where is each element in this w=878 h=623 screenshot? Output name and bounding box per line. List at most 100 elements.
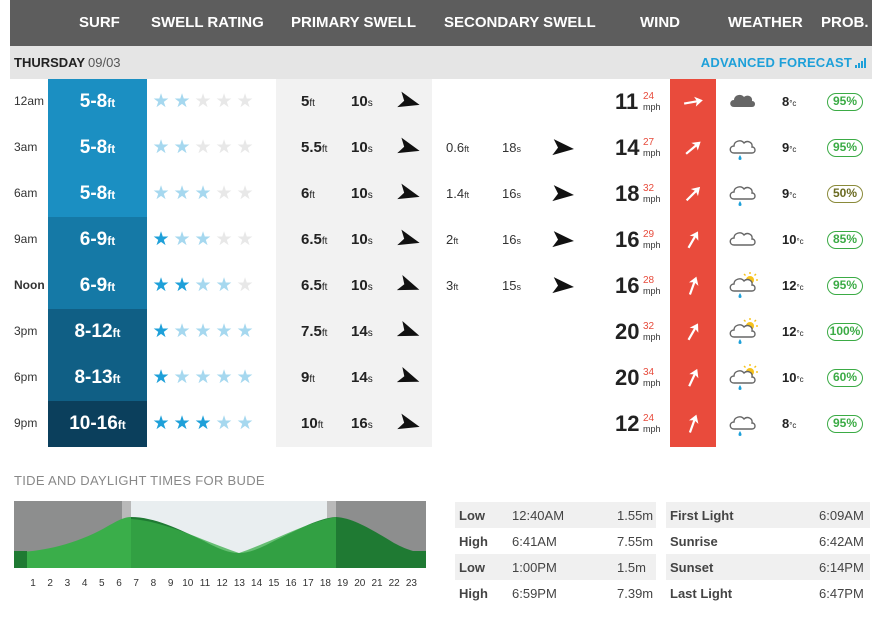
tide-hour-label: 13: [233, 578, 245, 589]
swell-rating-stars: ★ ★ ★ ★ ★: [151, 414, 256, 434]
col-weather: WEATHER: [728, 14, 803, 31]
wind-speed: 20: [615, 365, 640, 390]
day-name: THURSDAY: [14, 55, 86, 70]
temperature: 10°c: [782, 232, 804, 247]
forecast-header: SURF SWELL RATING PRIMARY SWELL SECONDAR…: [10, 0, 872, 46]
temperature: 8°c: [782, 416, 797, 431]
swell-rating-stars: ★ ★ ★ ★ ★: [151, 92, 256, 112]
weather-cell: [726, 87, 760, 117]
tide-curve-light: [131, 517, 336, 568]
wind-gust: 29 mph: [643, 229, 661, 251]
star-icon: ★: [236, 183, 254, 204]
swell-direction-icon: [552, 277, 574, 294]
tide-hour-label: 20: [354, 578, 366, 589]
wind-direction-cell: [670, 217, 716, 263]
tide-curve-day: [14, 517, 131, 568]
signal-bars-icon: [855, 58, 866, 68]
star-icon: ★: [215, 367, 233, 388]
daylight-label: Sunset: [670, 560, 714, 575]
primary-swell-arrow: [396, 366, 421, 390]
advanced-forecast-link[interactable]: ADVANCED FORECAST: [701, 55, 866, 70]
wind-gust-value: 27: [643, 137, 655, 148]
wind-direction-icon: [687, 323, 699, 341]
tide-row-bg: [455, 580, 656, 606]
temperature: 10°c: [782, 370, 804, 385]
probability-badge: 95%: [827, 277, 863, 295]
tide-time: 1:00PM: [512, 560, 557, 575]
wind-unit: mph: [643, 148, 661, 158]
wind-unit: mph: [643, 332, 661, 342]
wind-direction-cell: [670, 401, 716, 447]
forecast-row: 6am 5-8ft ★ ★ ★ ★ ★ 6ft 10s 1.4ft 16s 18 32 mph 9°c 50%: [10, 171, 872, 217]
wind-gust-value: 28: [643, 275, 655, 286]
star-icon: ★: [152, 413, 170, 434]
surf-height: 5-8ft: [79, 183, 116, 204]
row-time: 6am: [14, 186, 38, 200]
primary-swell-period: 16s: [351, 415, 373, 432]
star-icon: ★: [236, 367, 254, 388]
secondary-swell-period: 16s: [502, 232, 521, 247]
wind-arrow: [681, 228, 705, 252]
star-icon: ★: [173, 321, 191, 342]
wind-gust: 27 mph: [643, 137, 661, 159]
primary-swell-arrow: [397, 228, 421, 252]
primary-swell-height: 6.5ft: [301, 277, 328, 294]
wind-speed: 16: [615, 227, 640, 252]
primary-swell-arrow: [396, 274, 421, 298]
secondary-swell-arrow: [551, 228, 575, 252]
day-bar: THURSDAY 09/03 ADVANCED FORECAST: [10, 46, 872, 79]
wind-unit: mph: [643, 240, 661, 250]
tide-hour-label: 10: [182, 578, 194, 589]
wind-direction-icon: [683, 96, 703, 107]
star-icon: ★: [152, 183, 170, 204]
star-icon: ★: [236, 229, 254, 250]
star-icon: ★: [236, 275, 254, 296]
swell-direction-icon: [552, 139, 574, 156]
surf-height-cell: 8-12ft: [48, 309, 147, 355]
wind-unit: mph: [643, 102, 661, 112]
probability-badge: 95%: [827, 93, 863, 111]
tide-hour-label: 11: [199, 578, 211, 589]
star-icon: ★: [194, 275, 212, 296]
wind-gust-value: 29: [643, 229, 655, 240]
primary-swell-height: 6ft: [301, 185, 315, 202]
tide-low-start: [14, 551, 27, 568]
daylight-label: Last Light: [670, 586, 733, 601]
wind-gust: 32 mph: [643, 184, 661, 205]
wind-gust: 32 mph: [643, 322, 661, 343]
daylight-time: 6:09AM: [819, 508, 864, 523]
secondary-swell-arrow: [551, 274, 575, 298]
wind-speed: 20: [615, 319, 640, 344]
weather-cell: [726, 363, 760, 393]
tide-time: 6:41AM: [512, 534, 557, 549]
wind-gust: 34 mph: [643, 368, 661, 389]
row-time: Noon: [14, 278, 45, 292]
tide-hour-label: 8: [150, 578, 157, 589]
star-icon: ★: [236, 321, 254, 342]
tide-height: 7.55m: [617, 534, 654, 549]
star-icon: ★: [173, 229, 191, 250]
daylight-time: 6:42AM: [819, 534, 864, 549]
wind-direction-cell: [670, 171, 716, 217]
swell-direction-icon: [397, 183, 420, 200]
surf-height-cell: 6-9ft: [48, 217, 147, 263]
wind-direction-cell: [670, 355, 716, 401]
surf-height: 5-8ft: [79, 137, 116, 158]
wind-direction-cell: [670, 309, 716, 355]
star-icon: ★: [215, 229, 233, 250]
tide-row-bg: [455, 528, 656, 554]
cloud-outline-icon: [729, 232, 756, 246]
col-primary-swell: PRIMARY SWELL: [291, 14, 417, 31]
surf-height-cell: 8-13ft: [48, 355, 147, 401]
surf-height-cell: 5-8ft: [48, 125, 147, 171]
cloud-rain-icon: [729, 140, 756, 160]
swell-rating-stars: ★ ★ ★ ★ ★: [151, 322, 256, 342]
swell-direction-icon: [396, 275, 420, 291]
star-icon: ★: [215, 275, 233, 296]
tide-hour-label: 23: [405, 578, 417, 589]
probability-badge: 100%: [827, 323, 863, 341]
primary-swell-period: 10s: [351, 185, 373, 202]
surf-height-cell: 10-16ft: [48, 401, 147, 447]
star-icon: ★: [194, 367, 212, 388]
weather-cell: [726, 225, 760, 255]
